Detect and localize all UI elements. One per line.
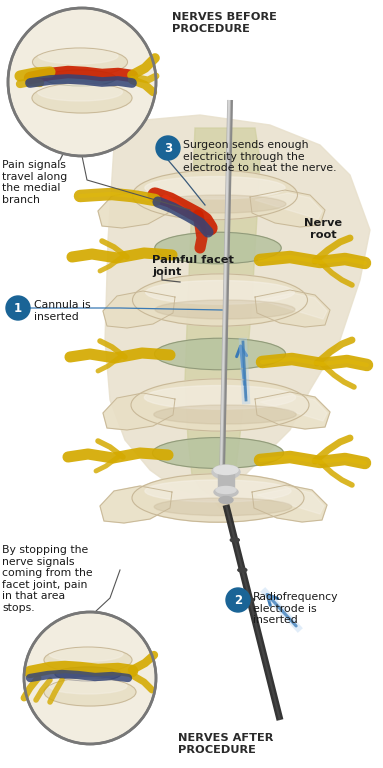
Ellipse shape	[132, 474, 304, 522]
Polygon shape	[250, 190, 325, 227]
Ellipse shape	[49, 647, 123, 661]
Text: 2: 2	[234, 594, 242, 607]
Text: Surgeon sends enough
electricity through the
electrode to heat the nerve.: Surgeon sends enough electricity through…	[183, 140, 337, 174]
Text: PROCEDURE: PROCEDURE	[172, 24, 250, 34]
Ellipse shape	[44, 678, 136, 706]
Text: PROCEDURE: PROCEDURE	[178, 745, 256, 755]
Text: Radiofrequency
electrode is
inserted: Radiofrequency electrode is inserted	[253, 592, 339, 625]
Ellipse shape	[131, 379, 309, 431]
Ellipse shape	[133, 170, 298, 220]
Ellipse shape	[246, 598, 254, 602]
Ellipse shape	[155, 232, 281, 263]
Ellipse shape	[238, 568, 247, 572]
Text: NERVES BEFORE: NERVES BEFORE	[172, 12, 277, 22]
Ellipse shape	[154, 498, 292, 515]
Ellipse shape	[216, 486, 236, 494]
Polygon shape	[255, 193, 322, 219]
Ellipse shape	[32, 83, 132, 113]
Text: 3: 3	[164, 141, 172, 154]
Text: 1: 1	[14, 302, 22, 315]
Polygon shape	[103, 393, 175, 430]
Circle shape	[226, 588, 250, 612]
Ellipse shape	[152, 438, 283, 468]
Ellipse shape	[145, 480, 291, 502]
Polygon shape	[260, 395, 327, 421]
Ellipse shape	[154, 405, 296, 424]
Text: By stopping the
nerve signals
coming from the
facet joint, pain
in that area
sto: By stopping the nerve signals coming fro…	[2, 545, 93, 613]
Polygon shape	[98, 191, 170, 228]
Ellipse shape	[133, 274, 308, 326]
Ellipse shape	[230, 538, 239, 542]
Text: NERVES AFTER: NERVES AFTER	[178, 733, 273, 743]
Ellipse shape	[155, 300, 295, 319]
Ellipse shape	[154, 338, 285, 369]
Ellipse shape	[55, 667, 121, 681]
Text: Cannula is
inserted: Cannula is inserted	[34, 300, 91, 322]
Circle shape	[156, 136, 180, 160]
Polygon shape	[255, 290, 330, 327]
Ellipse shape	[145, 177, 285, 199]
Ellipse shape	[214, 465, 238, 475]
Polygon shape	[257, 488, 324, 514]
Circle shape	[24, 612, 156, 744]
Ellipse shape	[33, 48, 128, 76]
Ellipse shape	[146, 280, 295, 304]
Ellipse shape	[44, 70, 116, 86]
Ellipse shape	[49, 678, 127, 694]
Polygon shape	[252, 485, 327, 522]
Ellipse shape	[44, 647, 132, 673]
Circle shape	[6, 296, 30, 320]
Ellipse shape	[214, 487, 238, 497]
Ellipse shape	[219, 496, 233, 504]
Ellipse shape	[212, 465, 240, 479]
Text: Pain signals
travel along
the medial
branch: Pain signals travel along the medial bra…	[2, 160, 67, 205]
Ellipse shape	[38, 48, 118, 64]
Polygon shape	[260, 293, 327, 319]
Text: Nerve
root: Nerve root	[304, 218, 342, 240]
Text: Painful facet
joint: Painful facet joint	[152, 255, 234, 276]
Polygon shape	[103, 291, 175, 328]
Ellipse shape	[154, 195, 286, 213]
Polygon shape	[255, 392, 330, 429]
Polygon shape	[105, 115, 370, 495]
Ellipse shape	[144, 386, 296, 409]
Polygon shape	[185, 128, 260, 510]
Ellipse shape	[38, 83, 123, 101]
Polygon shape	[100, 486, 172, 523]
Circle shape	[8, 8, 156, 156]
